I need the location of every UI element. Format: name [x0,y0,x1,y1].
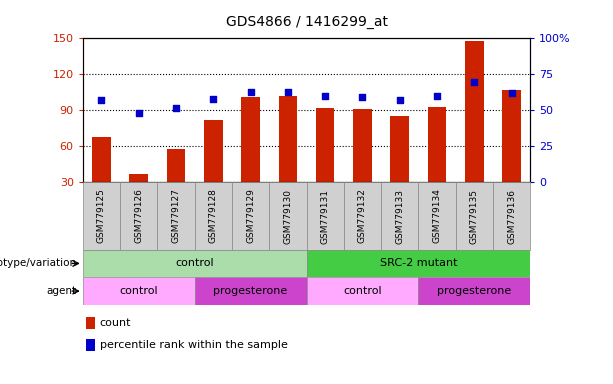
Bar [465,41,484,182]
Bar [242,97,260,182]
Bar [455,182,493,250]
Bar [129,174,148,182]
Bar [86,339,94,351]
Text: GSM779125: GSM779125 [97,189,106,243]
Text: control: control [175,258,214,268]
Point [96,97,106,103]
Bar [493,182,530,250]
Bar [390,116,409,182]
Text: GSM779135: GSM779135 [470,189,479,243]
Text: SRC-2 mutant: SRC-2 mutant [379,258,457,268]
Bar [92,137,111,182]
Point [171,104,181,111]
Bar [306,182,344,250]
Text: progesterone: progesterone [213,286,287,296]
Bar [120,182,158,250]
Point [507,90,517,96]
Bar [232,182,269,250]
Point [246,89,256,95]
Bar [269,182,306,250]
Text: control: control [343,286,382,296]
Bar [353,109,371,182]
Text: GDS4866 / 1416299_at: GDS4866 / 1416299_at [226,15,387,29]
Bar [316,108,335,182]
Text: GSM779128: GSM779128 [209,189,218,243]
Text: GSM779136: GSM779136 [507,189,516,243]
Text: GSM779127: GSM779127 [172,189,180,243]
Bar [344,182,381,250]
Text: GSM779134: GSM779134 [433,189,441,243]
Bar [86,317,94,329]
Text: GSM779131: GSM779131 [321,189,330,243]
Text: GSM779132: GSM779132 [358,189,367,243]
Bar [306,250,530,277]
Bar [83,277,195,305]
Point [357,94,367,101]
Point [470,79,479,85]
Text: control: control [120,286,158,296]
Bar [418,277,530,305]
Bar [428,107,446,182]
Bar [195,277,306,305]
Text: GSM779126: GSM779126 [134,189,143,243]
Bar [83,250,306,277]
Point [208,96,218,102]
Text: GSM779133: GSM779133 [395,189,404,243]
Bar [167,149,185,182]
Bar [306,277,418,305]
Bar [278,96,297,182]
Point [283,89,293,95]
Point [395,97,405,103]
Bar [502,90,521,182]
Text: GSM779129: GSM779129 [246,189,255,243]
Point [432,93,442,99]
Text: percentile rank within the sample: percentile rank within the sample [100,340,287,350]
Bar [158,182,195,250]
Text: progesterone: progesterone [437,286,511,296]
Text: agent: agent [47,286,77,296]
Point [134,110,143,116]
Point [320,93,330,99]
Bar [418,182,455,250]
Bar [204,120,223,182]
Text: GSM779130: GSM779130 [283,189,292,243]
Bar [195,182,232,250]
Bar [83,182,120,250]
Text: genotype/variation: genotype/variation [0,258,77,268]
Bar [381,182,418,250]
Text: count: count [100,318,131,328]
